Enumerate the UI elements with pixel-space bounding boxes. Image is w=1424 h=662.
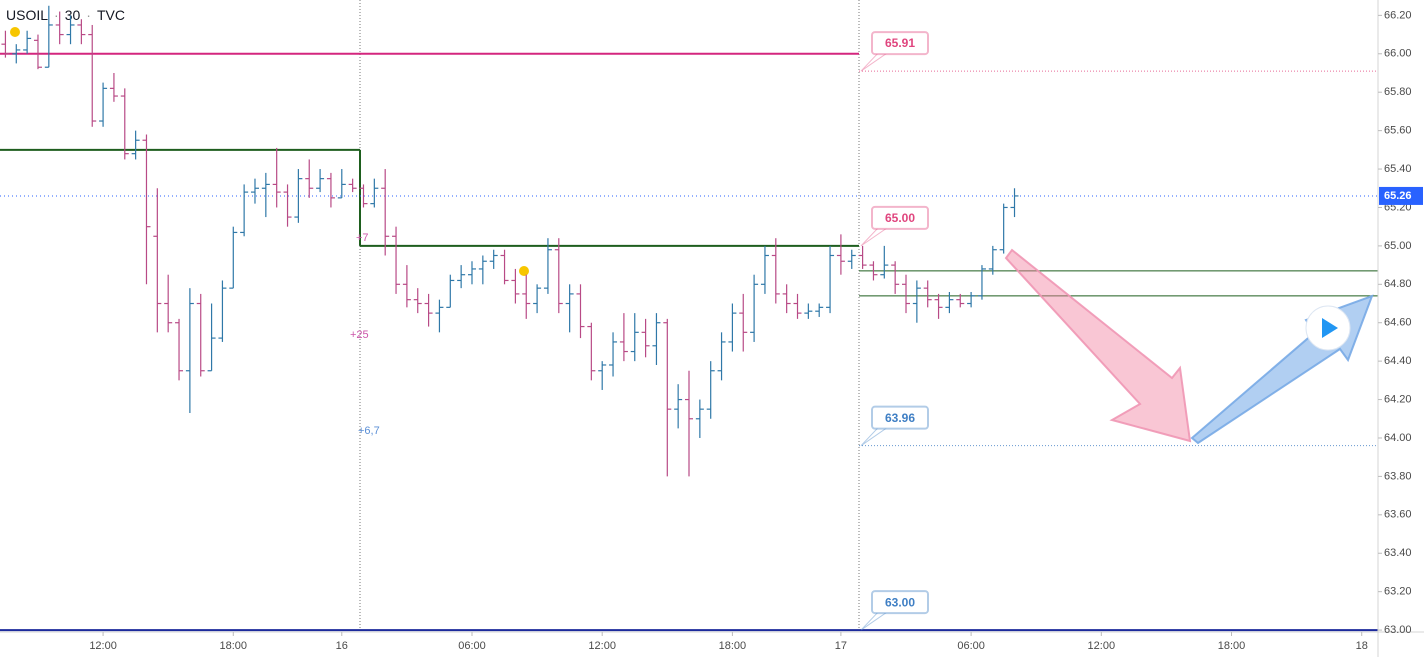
event-marker[interactable] <box>519 266 529 276</box>
x-tick-label: 18:00 <box>1218 640 1246 652</box>
annotation: +7 <box>356 232 369 244</box>
y-tick-label: 63.00 <box>1384 624 1412 636</box>
symbol-title: USOIL · 30 · TVC <box>6 7 125 23</box>
annotation: +6,7 <box>358 425 380 437</box>
separator: · <box>54 7 59 23</box>
y-tick-label: 64.00 <box>1384 432 1412 444</box>
callout-label: 65.91 <box>885 36 915 50</box>
y-tick-label: 64.80 <box>1384 278 1412 290</box>
price-axis-bg <box>1378 0 1424 657</box>
play-icon[interactable] <box>1322 318 1338 338</box>
y-tick-label: 63.40 <box>1384 547 1412 559</box>
x-tick-label: 17 <box>835 640 847 652</box>
callout-box <box>871 405 929 430</box>
pink-arrow[interactable] <box>1004 248 1192 443</box>
y-tick-label: 63.20 <box>1384 586 1412 598</box>
x-tick-label: 12:00 <box>588 640 616 652</box>
callout-box <box>871 590 929 615</box>
separator: · <box>86 7 91 23</box>
last-price-tag <box>1379 186 1423 205</box>
interval: 30 <box>65 7 81 23</box>
symbol: USOIL <box>6 7 48 23</box>
x-tick-label: 16 <box>336 640 348 652</box>
annotation: +25 <box>350 329 369 341</box>
y-tick-label: 64.40 <box>1384 355 1412 367</box>
source: TVC <box>97 7 125 23</box>
y-tick-label: 65.00 <box>1384 240 1412 252</box>
last-price-label: 65.26 <box>1384 190 1412 202</box>
x-tick-label: 12:00 <box>89 640 117 652</box>
y-tick-label: 65.40 <box>1384 163 1412 175</box>
y-tick-label: 65.60 <box>1384 125 1412 137</box>
x-tick-label: 12:00 <box>1088 640 1116 652</box>
x-tick-label: 18:00 <box>220 640 248 652</box>
x-tick-label: 18:00 <box>719 640 747 652</box>
y-tick-label: 64.60 <box>1384 317 1412 329</box>
callout-box <box>871 205 929 230</box>
y-tick-label: 66.20 <box>1384 9 1412 21</box>
play-button[interactable] <box>1305 305 1351 351</box>
callout-label: 63.96 <box>885 411 915 425</box>
y-tick-label: 63.80 <box>1384 470 1412 482</box>
x-tick-label: 06:00 <box>957 640 985 652</box>
callout-label: 63.00 <box>885 595 915 609</box>
y-tick-label: 63.60 <box>1384 509 1412 521</box>
y-tick-label: 65.80 <box>1384 86 1412 98</box>
x-tick-label: 06:00 <box>458 640 486 652</box>
callout-label: 65.00 <box>885 211 915 225</box>
y-tick-label: 64.20 <box>1384 393 1412 405</box>
callout-box <box>871 31 929 56</box>
y-tick-label: 66.00 <box>1384 48 1412 60</box>
arrow-shape[interactable] <box>1004 248 1192 443</box>
time-axis-bg <box>0 632 1424 657</box>
x-tick-label: 18 <box>1356 640 1368 652</box>
event-marker[interactable] <box>10 27 20 37</box>
